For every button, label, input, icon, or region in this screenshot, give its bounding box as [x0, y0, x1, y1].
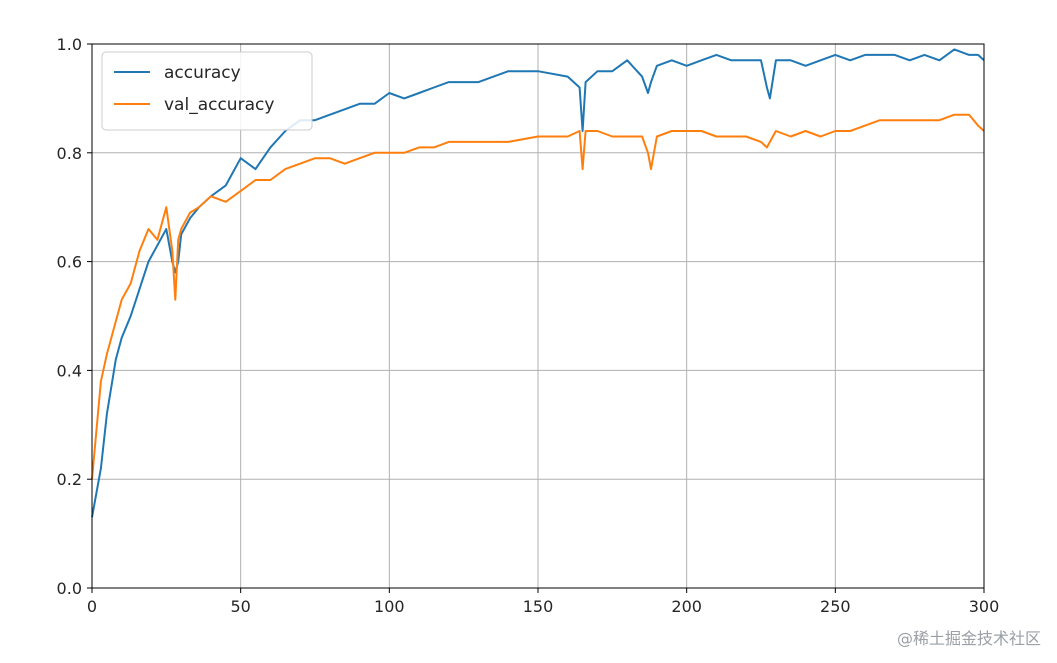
- x-axis-ticks: 0 50 100 150 200 250 300: [87, 588, 999, 616]
- legend: accuracy val_accuracy: [101, 51, 313, 131]
- x-tick-label: 200: [671, 597, 702, 616]
- series-line-val_accuracy: [91, 113, 985, 480]
- y-tick-label: 0.0: [57, 579, 82, 598]
- legend-label: accuracy: [164, 63, 241, 83]
- watermark: @稀土掘金技术社区: [896, 629, 1041, 648]
- series-layer: [91, 48, 985, 518]
- y-tick-label: 1.0: [57, 35, 82, 54]
- x-tick-label: 50: [230, 597, 250, 616]
- y-tick-label: 0.2: [57, 470, 82, 489]
- x-tick-label: 100: [374, 597, 405, 616]
- x-tick-label: 0: [87, 597, 97, 616]
- y-tick-label: 0.8: [57, 144, 82, 163]
- y-tick-label: 0.6: [57, 253, 82, 272]
- y-tick-label: 0.4: [57, 361, 82, 380]
- x-tick-label: 150: [523, 597, 554, 616]
- x-tick-label: 300: [969, 597, 1000, 616]
- legend-label: val_accuracy: [164, 95, 274, 115]
- legend-box: [101, 51, 313, 131]
- y-axis-ticks: 0.0 0.2 0.4 0.6 0.8 1.0: [57, 35, 92, 598]
- x-tick-label: 250: [820, 597, 851, 616]
